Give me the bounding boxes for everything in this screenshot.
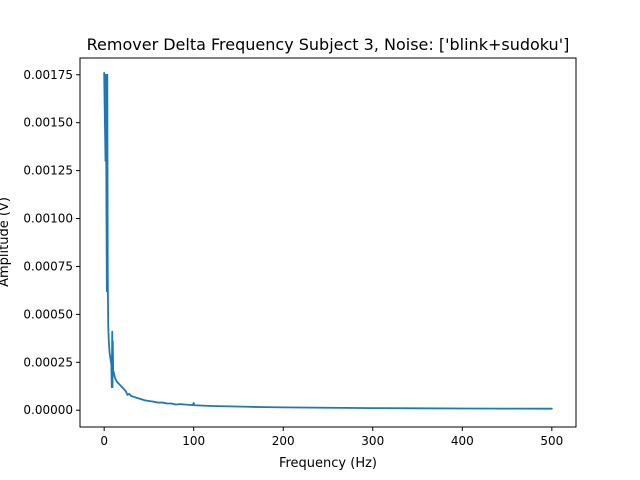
y-tick-label: 0.00075 [23,259,73,273]
series-line-0 [103,71,553,410]
x-tick-label: 100 [182,434,205,448]
y-axis-label: Amplitude (V) [0,197,12,287]
y-tick-label: 0.00000 [23,403,73,417]
y-tick-label: 0.00175 [23,68,73,82]
chart-title: Remover Delta Frequency Subject 3, Noise… [87,35,570,54]
x-tick-label: 500 [540,434,563,448]
y-tick-label: 0.00100 [23,212,73,226]
y-tick-label: 0.00125 [23,164,73,178]
y-tick-label: 0.00050 [23,307,73,321]
x-axis-ticks: 0 100 200 300 400 500 [100,427,563,448]
x-tick-label: 300 [361,434,384,448]
plot-area [79,57,577,428]
x-tick-label: 400 [451,434,474,448]
y-axis-ticks: 0.00000 0.00025 0.00050 0.00075 0.00100 0.001… [23,68,80,417]
y-tick-label: 0.00025 [23,355,73,369]
axes-frame [79,57,577,428]
x-tick-label: 0 [100,434,108,448]
x-tick-label: 200 [272,434,295,448]
x-axis-label: Frequency (Hz) [279,456,377,471]
y-tick-label: 0.00150 [23,116,73,130]
